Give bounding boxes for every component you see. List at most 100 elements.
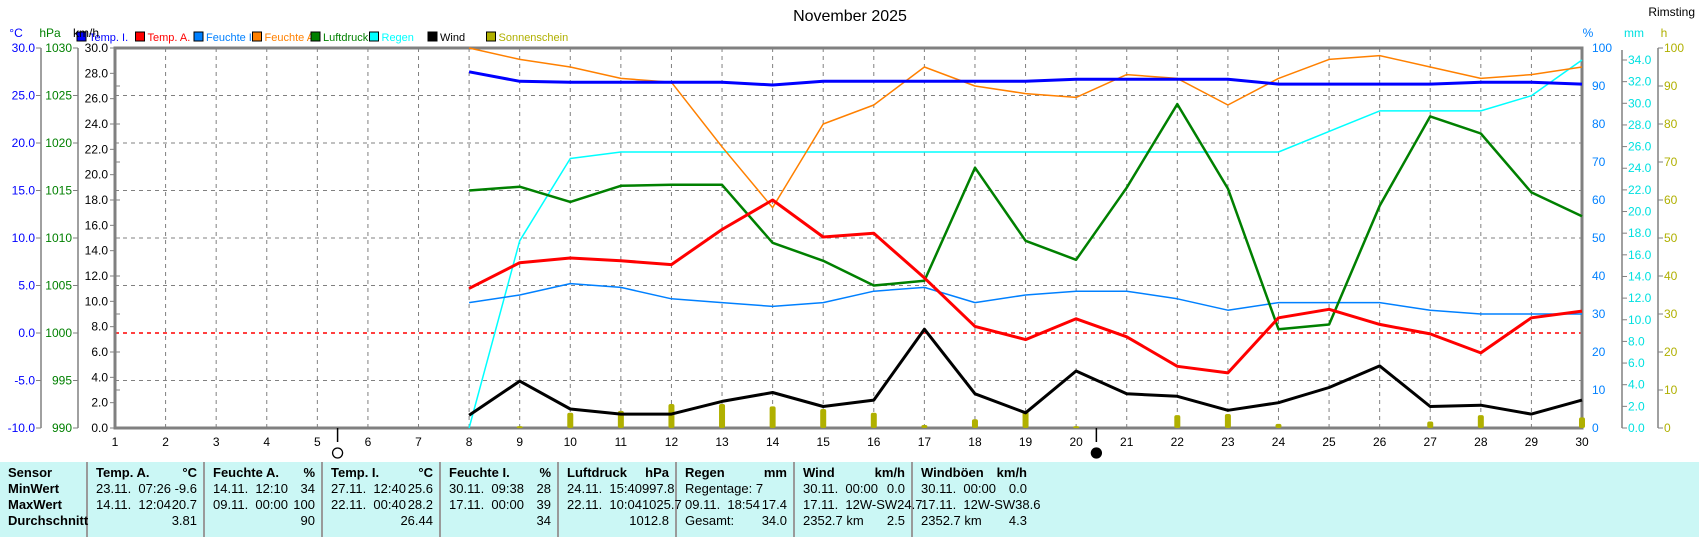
axis-unit-wind: km/h bbox=[73, 26, 99, 40]
axis-tick-label-sun: 90 bbox=[1664, 79, 1678, 93]
sensor-column: Sensor MinWert MaxWert Durchschnitt bbox=[0, 462, 88, 537]
axis-tick-label-wind: 0.0 bbox=[91, 421, 108, 435]
axis-tick-label-temp: 5.0 bbox=[18, 279, 35, 293]
cell-label: 2352.7 km bbox=[803, 513, 864, 528]
axis-tick-label-temp: 10.0 bbox=[12, 231, 36, 245]
axis-tick-label-wind: 14.0 bbox=[85, 244, 109, 258]
axis-tick-label-humidity: 50 bbox=[1592, 231, 1606, 245]
x-tick-label: 5 bbox=[314, 435, 321, 449]
axis-tick-label-wind: 8.0 bbox=[91, 320, 108, 334]
sunshine-bar bbox=[921, 424, 928, 428]
table-column: Feuchte A.% 14.11. 12:10 34 09.11. 00:00 100… bbox=[205, 462, 323, 537]
legend-label: Luftdruck bbox=[323, 32, 369, 44]
axis-tick-label-wind: 6.0 bbox=[91, 345, 108, 359]
legend-label: Wind bbox=[440, 32, 465, 44]
axis-tick-label-humidity: 10 bbox=[1592, 383, 1606, 397]
axis-tick-label-sun: 10 bbox=[1664, 383, 1678, 397]
column-header: Temp. A. °C bbox=[96, 465, 197, 481]
column-name: Luftdruck bbox=[567, 465, 627, 480]
column-name: Feuchte A. bbox=[213, 465, 279, 480]
chart-title: November 2025 bbox=[793, 8, 907, 25]
cell-value: 28 bbox=[536, 481, 551, 496]
legend-label: Temp. A. bbox=[148, 32, 191, 44]
sensor-label: MaxWert bbox=[8, 497, 80, 513]
legend-swatch bbox=[193, 31, 204, 42]
table-cell-row: 27.11. 12:40 25.6 bbox=[331, 481, 433, 497]
table-column: Temp. I. °C 27.11. 12:40 25.6 22.11. 00:40 28… bbox=[323, 462, 441, 537]
x-tick-label: 22 bbox=[1171, 435, 1185, 449]
legend-label: Temp. I. bbox=[89, 32, 128, 44]
cell-value: 26.44 bbox=[400, 513, 433, 528]
x-tick-label: 10 bbox=[564, 435, 578, 449]
cell-label: 17.11. 12W-SW bbox=[921, 497, 1016, 512]
column-unit: hPa bbox=[645, 465, 669, 480]
x-tick-label: 7 bbox=[415, 435, 422, 449]
cell-value: 38.6 bbox=[1015, 497, 1041, 512]
cell-label: 24.11. 15:40 bbox=[567, 481, 642, 496]
table-cell-row: 22.11. 00:40 28.2 bbox=[331, 497, 433, 513]
axis-tick-label-wind: 20.0 bbox=[85, 168, 109, 182]
table-column: Windböen km/h 30.11. 00:00 0.0 17.11. 12W-SW… bbox=[913, 462, 1040, 537]
station-name: Rimsting bbox=[1648, 5, 1695, 19]
legend-label: Feuchte I. bbox=[206, 32, 255, 44]
row-label: Durchschnitt bbox=[8, 513, 89, 528]
axis-tick-label-rain: 18.0 bbox=[1628, 226, 1652, 240]
cell-label: 14.11. 12:10 bbox=[213, 481, 288, 496]
column-unit: °C bbox=[418, 465, 433, 480]
axis-tick-label-wind: 2.0 bbox=[91, 396, 108, 410]
sunshine-bar bbox=[567, 412, 574, 428]
statistics-table: Sensor MinWert MaxWert Durchschnitt Temp. A.… bbox=[0, 462, 1699, 537]
axis-unit-sun: h bbox=[1661, 26, 1668, 40]
sunshine-bar bbox=[1477, 415, 1484, 428]
x-tick-label: 19 bbox=[1019, 435, 1033, 449]
x-tick-label: 23 bbox=[1221, 435, 1235, 449]
axis-tick-label-rain: 12.0 bbox=[1628, 291, 1652, 305]
cell-value: 100 bbox=[293, 497, 315, 512]
axis-tick-label-pressure: 995 bbox=[52, 374, 72, 388]
x-tick-label: 16 bbox=[867, 435, 881, 449]
table-cell-row: 3.81 bbox=[96, 513, 197, 529]
cell-value: 90 bbox=[300, 513, 315, 528]
axis-tick-label-wind: 28.0 bbox=[85, 66, 109, 80]
sunshine-bar bbox=[971, 419, 978, 428]
table-cell-row: 09.11. 00:00 100 bbox=[213, 497, 315, 513]
cell-value: 34.0 bbox=[761, 513, 787, 528]
axis-tick-label-sun: 50 bbox=[1664, 231, 1678, 245]
axis-tick-label-wind: 10.0 bbox=[85, 294, 109, 308]
axis-unit-temp: °C bbox=[9, 26, 23, 40]
column-name: Windböen bbox=[921, 465, 984, 480]
axis-unit-rain: mm bbox=[1624, 26, 1644, 40]
x-tick-label: 25 bbox=[1322, 435, 1336, 449]
legend-label: Sonnenschein bbox=[499, 32, 569, 44]
table-cell-row: 1012.8 bbox=[567, 513, 669, 529]
x-tick-label: 2 bbox=[162, 435, 169, 449]
cell-value: 24.7 bbox=[897, 497, 923, 512]
cell-label: 2352.7 km bbox=[921, 513, 982, 528]
axis-tick-label-sun: 30 bbox=[1664, 307, 1678, 321]
axis-tick-label-rain: 14.0 bbox=[1628, 269, 1652, 283]
sunshine-bar bbox=[1427, 421, 1434, 428]
cell-value: 20.7 bbox=[171, 497, 197, 512]
x-tick-label: 13 bbox=[715, 435, 729, 449]
legend-swatch bbox=[310, 31, 321, 42]
sunshine-bar bbox=[1275, 423, 1282, 428]
table-cell-row: 23.11. 07:26 -9.6 bbox=[96, 481, 197, 497]
axis-tick-label-temp: 0.0 bbox=[18, 326, 35, 340]
legend-swatch bbox=[369, 31, 379, 42]
axis-tick-label-humidity: 30 bbox=[1592, 307, 1606, 321]
x-tick-label: 20 bbox=[1069, 435, 1083, 449]
table-cell-row: 34 bbox=[449, 513, 551, 529]
column-header: Regen mm bbox=[685, 465, 787, 481]
column-unit: km/h bbox=[874, 465, 905, 480]
axis-tick-label-pressure: 1030 bbox=[45, 41, 72, 55]
sensor-label: MinWert bbox=[8, 481, 80, 497]
table-cell-row: 2352.7 km 2.5 bbox=[803, 513, 905, 529]
axis-tick-label-wind: 22.0 bbox=[85, 142, 109, 156]
axis-tick-label-humidity: 70 bbox=[1592, 155, 1606, 169]
axis-tick-label-humidity: 0 bbox=[1592, 421, 1599, 435]
cell-value: 1012.8 bbox=[629, 513, 669, 528]
cell-label: 22.11. 00:40 bbox=[331, 497, 406, 512]
sunshine-bar bbox=[870, 412, 877, 428]
axis-tick-label-pressure: 1000 bbox=[45, 326, 72, 340]
axis-tick-label-rain: 32.0 bbox=[1628, 75, 1652, 89]
